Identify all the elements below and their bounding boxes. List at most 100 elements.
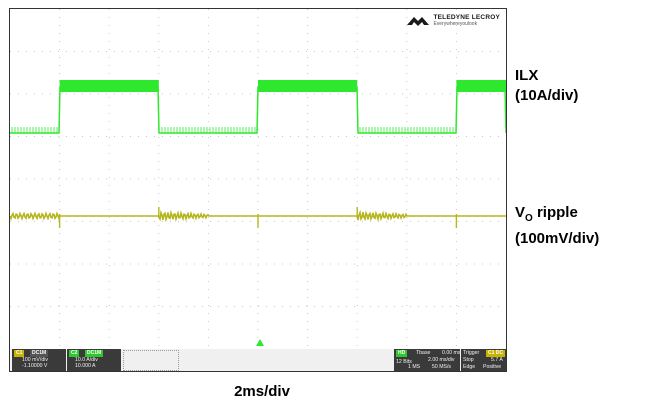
grid-dot bbox=[455, 297, 457, 298]
grid-dot bbox=[406, 9, 408, 10]
grid-dot bbox=[98, 93, 99, 95]
grid-dot bbox=[146, 178, 147, 180]
grid-dot bbox=[426, 136, 427, 137]
grid-dot bbox=[322, 93, 323, 95]
grid-dot bbox=[108, 233, 110, 234]
grid-dot bbox=[162, 221, 163, 222]
grid-dot bbox=[207, 49, 209, 50]
grid-dot bbox=[66, 263, 67, 265]
grid-dot bbox=[59, 17, 61, 18]
grid-lines bbox=[10, 9, 499, 346]
grid-dot bbox=[426, 51, 427, 52]
grid-dot bbox=[108, 113, 110, 114]
grid-dot bbox=[307, 321, 309, 322]
grid-dot bbox=[406, 281, 408, 282]
grid-dot bbox=[207, 121, 209, 122]
grid-dot bbox=[378, 93, 379, 95]
vo-scale: (100mV/div) bbox=[515, 230, 600, 247]
grid-dot bbox=[186, 136, 187, 137]
trigger-type: Edge bbox=[463, 364, 476, 370]
grid-dot bbox=[498, 221, 499, 222]
grid-dot bbox=[18, 263, 19, 265]
ch2-coupling-tag: DC1M bbox=[85, 350, 104, 357]
ch1-descriptor[interactable]: C1 DC1M 100 mV/div -1.10000 V bbox=[12, 349, 66, 371]
grid-dot bbox=[274, 221, 275, 222]
grid-dot bbox=[202, 178, 203, 180]
grid-dot bbox=[356, 241, 358, 242]
grid-dot bbox=[202, 136, 203, 137]
grid-dot bbox=[362, 221, 363, 222]
grid-dot bbox=[455, 281, 457, 282]
grid-dot bbox=[406, 73, 408, 74]
vo-name-v: V bbox=[515, 204, 526, 221]
grid-dot bbox=[418, 93, 419, 95]
grid-dot bbox=[406, 209, 408, 210]
grid-dot bbox=[290, 136, 291, 137]
grid-dot bbox=[234, 178, 235, 180]
grid-dot bbox=[394, 263, 395, 265]
grid-dot bbox=[490, 136, 491, 137]
grid-dot bbox=[146, 93, 147, 95]
grid-dot bbox=[138, 306, 139, 307]
grid-dot bbox=[298, 51, 299, 52]
grid-dot bbox=[455, 257, 457, 258]
ilx-high-band bbox=[456, 80, 506, 92]
grid-dot bbox=[158, 17, 160, 18]
ch2-offset: 10.000 A bbox=[75, 363, 96, 369]
empty-descriptor-slot[interactable] bbox=[123, 350, 179, 371]
grid-dot bbox=[406, 41, 408, 42]
grid-dot bbox=[455, 17, 457, 18]
grid-dot bbox=[466, 51, 467, 52]
grid-dot bbox=[307, 9, 309, 10]
grid-dot bbox=[406, 81, 408, 82]
grid-dot bbox=[26, 136, 27, 137]
grid-dot bbox=[394, 306, 395, 307]
grid-dot bbox=[378, 136, 379, 137]
grid-dot bbox=[258, 306, 259, 307]
grid-dot bbox=[108, 209, 110, 210]
grid-dot bbox=[158, 153, 160, 154]
grid-dot bbox=[354, 93, 355, 95]
grid-dot bbox=[50, 136, 51, 137]
ch2-descriptor[interactable]: C2 DC1M 10.0 A/div 10.000 A bbox=[67, 349, 121, 371]
grid-dot bbox=[356, 25, 358, 26]
grid-dot bbox=[108, 313, 110, 314]
grid-dot bbox=[130, 221, 131, 222]
timebase-descriptor[interactable]: HD Tbase 0.00 ms 12 Bits 2.00 ms/div 1 M… bbox=[394, 349, 460, 371]
grid-dot bbox=[406, 257, 408, 258]
memory-depth: 1 MS bbox=[408, 364, 421, 370]
grid-dot bbox=[58, 51, 59, 52]
grid-dot bbox=[356, 177, 358, 178]
grid-dot bbox=[170, 136, 171, 137]
grid-dot bbox=[108, 273, 110, 274]
grid-dot bbox=[426, 221, 427, 222]
grid-dot bbox=[207, 337, 209, 338]
grid-dot bbox=[406, 217, 408, 218]
grid-dot bbox=[18, 221, 19, 222]
grid-dot bbox=[307, 289, 309, 290]
grid-dot bbox=[274, 136, 275, 137]
grid-dot bbox=[10, 221, 11, 222]
grid-dot bbox=[410, 93, 411, 95]
grid-dot bbox=[59, 321, 61, 322]
grid-dot bbox=[250, 51, 251, 52]
grid-dot bbox=[370, 178, 371, 180]
grid-dot bbox=[258, 136, 259, 137]
grid-dot bbox=[307, 105, 309, 106]
trigger-descriptor[interactable]: Trigger C1 DC Stop 5.7 A Edge Positive bbox=[461, 349, 506, 371]
grid-dot bbox=[306, 51, 307, 52]
grid-dot bbox=[207, 185, 209, 186]
grid-dot bbox=[455, 49, 457, 50]
grid-dot bbox=[455, 209, 457, 210]
grid-dot bbox=[455, 177, 457, 178]
grid-dot bbox=[307, 265, 309, 266]
grid-dot bbox=[59, 193, 61, 194]
grid-dot bbox=[257, 185, 259, 186]
grid-dot bbox=[406, 121, 408, 122]
grid-dot bbox=[207, 97, 209, 98]
grid-dot bbox=[257, 145, 259, 146]
ch1-badge: C1 bbox=[14, 350, 25, 357]
grid-dot bbox=[402, 263, 403, 265]
grid-dot bbox=[370, 306, 371, 307]
grid-dot bbox=[356, 233, 358, 234]
